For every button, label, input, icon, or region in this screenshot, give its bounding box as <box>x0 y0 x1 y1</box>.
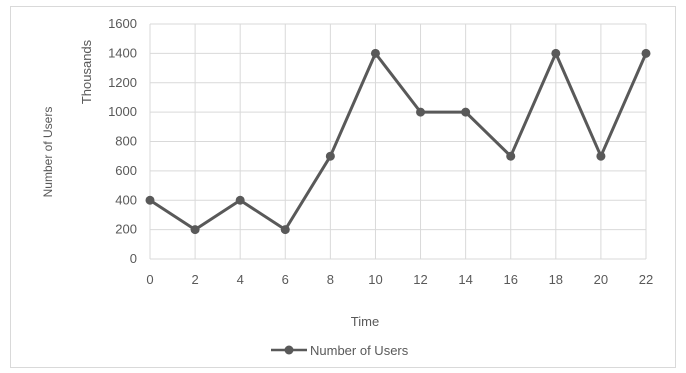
gridlines <box>149 23 647 260</box>
x-tick-label: 6 <box>282 272 289 287</box>
x-tick-label: 14 <box>458 272 472 287</box>
y-tick-label: 1600 <box>108 16 137 31</box>
y-tick-label: 400 <box>115 192 137 207</box>
x-tick-label: 0 <box>146 272 153 287</box>
x-tick-label: 12 <box>413 272 427 287</box>
data-point <box>506 151 516 161</box>
y-tick-label: 1000 <box>108 104 137 119</box>
y-tick-label: 600 <box>115 163 137 178</box>
chart-frame <box>10 6 676 368</box>
y-tick-label: 1200 <box>108 75 137 90</box>
y-tick-labels: 0 200 400 600 800 1000 1200 1400 1600 <box>108 16 137 266</box>
x-tick-label: 22 <box>639 272 653 287</box>
series-line <box>149 51 648 232</box>
data-point <box>325 151 335 161</box>
x-tick-label: 10 <box>368 272 382 287</box>
x-tick-label: 2 <box>191 272 198 287</box>
x-tick-label: 16 <box>503 272 517 287</box>
y-unit-label: Thousands <box>79 39 94 104</box>
legend: Number of Users <box>271 343 409 358</box>
x-tick-label: 8 <box>327 272 334 287</box>
x-tick-label: 4 <box>237 272 244 287</box>
data-point <box>461 107 471 117</box>
legend-label: Number of Users <box>310 343 409 358</box>
y-tick-label: 0 <box>130 251 137 266</box>
data-point <box>190 225 200 235</box>
data-point <box>280 225 290 235</box>
y-tick-label: 800 <box>115 134 137 149</box>
x-tick-label: 20 <box>594 272 608 287</box>
data-point <box>416 107 426 117</box>
data-point <box>551 48 561 58</box>
y-tick-label: 1400 <box>108 45 137 60</box>
data-point <box>596 151 606 161</box>
x-tick-label: 18 <box>549 272 563 287</box>
legend-marker-icon <box>284 345 294 355</box>
data-point <box>370 48 380 58</box>
y-tick-label: 200 <box>115 222 137 237</box>
x-axis-label: Time <box>351 314 379 329</box>
y-axis-label: Number of Users <box>41 107 55 198</box>
series-group <box>145 48 651 235</box>
data-point <box>145 195 155 205</box>
data-point <box>235 195 245 205</box>
data-point <box>641 48 651 58</box>
x-tick-labels: 0 2 4 6 8 10 12 14 16 18 20 22 <box>146 272 653 287</box>
